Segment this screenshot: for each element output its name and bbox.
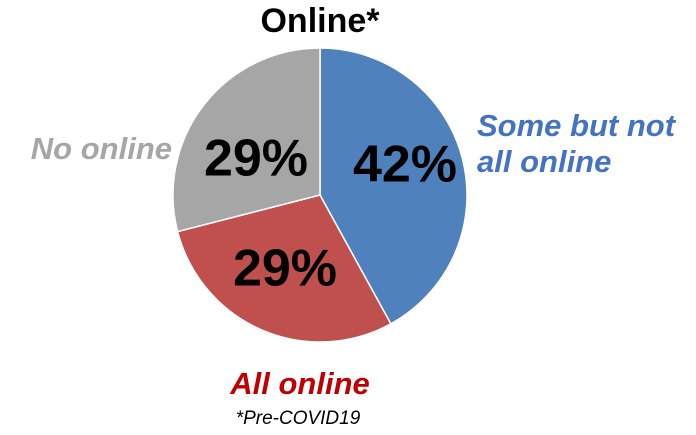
- value-label: 29%: [204, 130, 308, 188]
- chart-title: Online*: [260, 2, 380, 40]
- pie-slice: [319, 47, 468, 325]
- category-label: Some but not all online: [477, 108, 676, 179]
- pie-slice: [176, 194, 392, 343]
- category-label: All online: [230, 366, 370, 401]
- category-label: No online: [30, 131, 172, 166]
- pie-slice: [172, 47, 321, 233]
- value-label: 42%: [353, 136, 457, 194]
- value-label: 29%: [233, 240, 337, 298]
- footnote: *Pre-COVID19: [235, 408, 361, 429]
